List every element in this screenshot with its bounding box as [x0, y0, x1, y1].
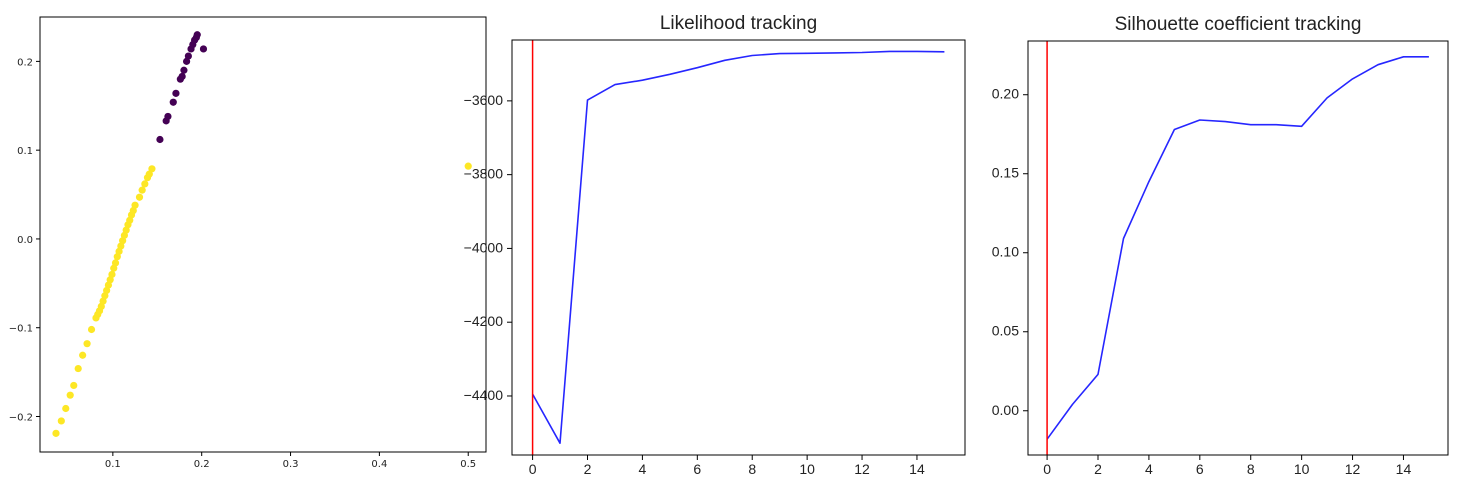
y-tick-label: 0.0: [17, 235, 33, 246]
plot-area: [52, 31, 472, 437]
scatter-point: [83, 340, 91, 348]
y-tick-label: 0.10: [992, 244, 1019, 260]
scatter-point: [180, 66, 188, 74]
scatter-point: [145, 170, 153, 178]
x-tick-label: 8: [748, 461, 756, 477]
y-tick-label: 0.15: [992, 165, 1019, 181]
chart-title: Silhouette coefficient tracking: [1115, 14, 1362, 35]
scatter-chart: 0.1 0.2 0.3 0.4 0.5 −0.2 −0.1 0.0 0.1 0.2: [9, 16, 487, 470]
x-tick-label: 0.4: [371, 459, 387, 470]
series-line: [531, 50, 945, 445]
y-tick-label: 0.2: [17, 57, 33, 68]
likelihood-chart: Likelihood tracking 0 2 4 6 8 10 12 14 −4400 −4200…: [464, 13, 966, 477]
plot-frame: [1027, 40, 1449, 456]
scatter-point: [199, 45, 208, 53]
scatter-point: [172, 89, 180, 97]
x-tick-label: 14: [1396, 461, 1412, 477]
scatter-point: [87, 325, 96, 334]
y-tick-label: −3600: [464, 92, 504, 108]
scatter-point: [111, 259, 120, 267]
scatter-point: [192, 33, 200, 42]
scatter-point: [57, 417, 65, 425]
scatter-point: [52, 429, 60, 437]
scatter-point: [108, 270, 116, 279]
scatter-point: [62, 404, 70, 413]
x-tick-label: 0.1: [105, 459, 121, 470]
scatter-point: [464, 162, 472, 170]
y-tick-label: −3800: [464, 166, 504, 182]
x-tick-label: 4: [639, 461, 647, 477]
x-tick-label: 14: [909, 461, 925, 477]
silhouette-chart: Silhouette coefficient tracking 0 2 4 6 8 10 12…: [992, 14, 1449, 477]
scatter-point: [169, 98, 177, 106]
y-tick-label: −4000: [464, 239, 504, 255]
x-tick-label: 2: [584, 461, 592, 477]
y-tick-label: 0.20: [992, 86, 1019, 102]
x-tick-label: 0: [529, 461, 537, 477]
x-tick-label: 10: [799, 461, 815, 477]
scatter-point: [138, 186, 146, 194]
x-tick-label: 0.3: [283, 459, 299, 470]
y-tick-label: 0.05: [992, 323, 1019, 339]
scatter-point: [66, 391, 74, 399]
x-tick-label: 12: [854, 461, 870, 477]
y-tick-label: 0.00: [992, 402, 1019, 418]
y-tick-label: −4400: [464, 387, 504, 403]
x-tick-label: 10: [1294, 461, 1310, 477]
x-tick-label: 12: [1345, 461, 1361, 477]
chart-title: Likelihood tracking: [660, 13, 817, 34]
plot-frame: [511, 39, 966, 456]
y-tick-label: 0.1: [17, 146, 33, 157]
x-tick-label: 6: [1196, 461, 1204, 477]
scatter-point: [141, 180, 149, 188]
scatter-point: [164, 112, 172, 121]
scatter-point: [184, 52, 192, 60]
y-tick-label: −4200: [464, 313, 504, 329]
x-tick-label: 0.2: [194, 459, 210, 470]
scatter-point: [135, 193, 144, 201]
x-tick-label: 2: [1094, 461, 1102, 477]
scatter-point: [178, 72, 186, 81]
x-tick-label: 0.5: [460, 459, 476, 470]
y-tick-label: −0.1: [9, 324, 33, 335]
scatter-point: [70, 381, 78, 390]
x-tick-label: 0: [1043, 461, 1051, 477]
scatter-point: [74, 364, 82, 373]
plot-area: [1046, 41, 1429, 455]
x-tick-label: 6: [693, 461, 701, 477]
plot-area: [531, 40, 945, 455]
scatter-point: [156, 135, 164, 144]
plot-frame: [39, 16, 487, 453]
scatter-point: [79, 351, 87, 359]
series-line: [1046, 55, 1429, 440]
scatter-point: [131, 201, 139, 209]
scatter-point: [148, 165, 156, 173]
y-tick-label: −0.2: [9, 412, 33, 423]
x-tick-label: 8: [1247, 461, 1255, 477]
x-tick-label: 4: [1145, 461, 1153, 477]
